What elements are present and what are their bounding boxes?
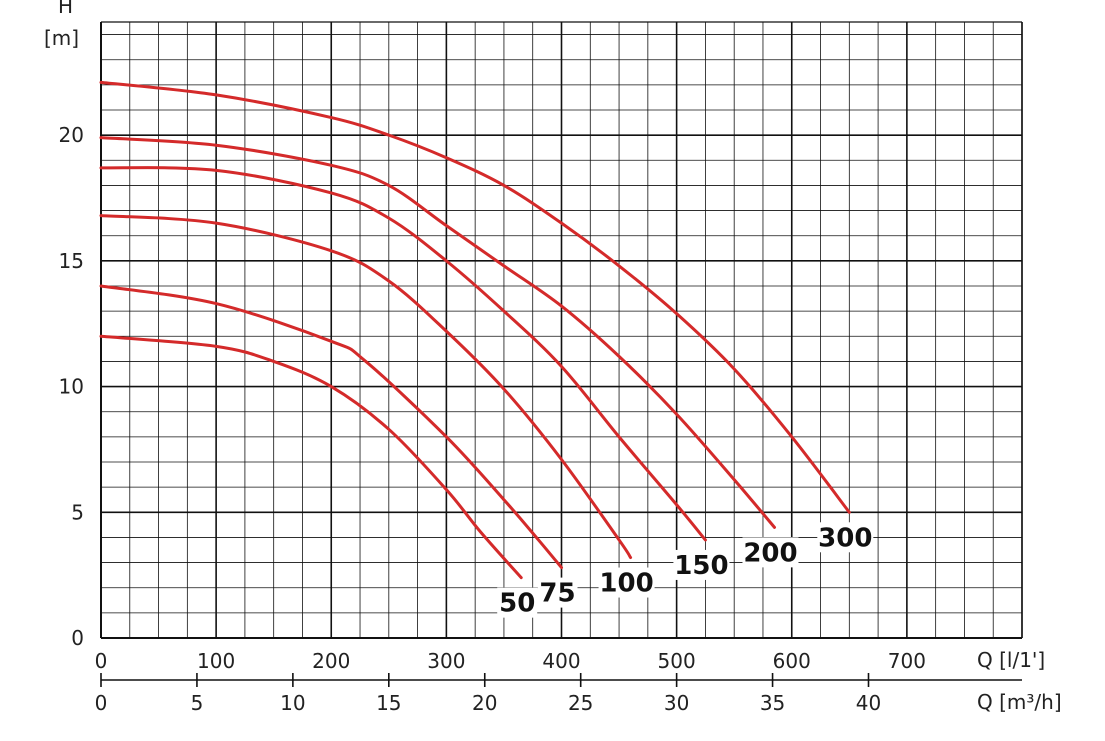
x-tick-label: 500 (658, 649, 696, 673)
curve-label-background (817, 522, 874, 553)
x-tick-label: 400 (542, 649, 580, 673)
secondary-x-tick-label: 15 (376, 691, 401, 715)
pump-curve-200 (99, 136, 776, 529)
pump-curves (99, 80, 851, 580)
curve-label-75: 75 (539, 579, 575, 609)
x-axis-label-secondary: Q [m³/h] (977, 690, 1062, 714)
secondary-x-tick-label: 20 (472, 691, 497, 715)
curve-label-200: 200 (743, 538, 797, 568)
pump-curve-75 (99, 284, 563, 570)
secondary-x-tick-label: 0 (95, 691, 108, 715)
x-tick-label: 700 (888, 649, 926, 673)
y-tick-label: 0 (71, 626, 84, 650)
y-axis-label-symbol: H (58, 0, 73, 18)
x-axis-label-primary: Q [l/1'] (977, 648, 1045, 672)
x-tick-label: 200 (312, 649, 350, 673)
secondary-x-tick-label: 30 (664, 691, 689, 715)
pump-curve-50 (99, 334, 523, 580)
pump-curve-300 (99, 80, 851, 514)
curve-labels: 50 75 100 150 200 300 (497, 522, 874, 619)
secondary-x-tick-label: 10 (280, 691, 305, 715)
pump-curve-150 (99, 166, 707, 542)
curve-label-background (537, 577, 578, 608)
x-tick-label: 600 (773, 649, 811, 673)
pump-curve-100 (99, 214, 633, 560)
curve-label-300: 300 (818, 523, 872, 553)
secondary-x-tick-label: 5 (191, 691, 204, 715)
secondary-x-tick-label: 35 (760, 691, 785, 715)
y-tick-label: 5 (71, 500, 84, 524)
secondary-x-tick-label: 25 (568, 691, 593, 715)
x-tick-label: 100 (197, 649, 235, 673)
curve-label-50: 50 (499, 589, 535, 619)
curve-label-background (497, 587, 538, 618)
curve-label-background (598, 567, 655, 598)
y-axis-label-unit: [m] (44, 26, 79, 50)
y-tick-label: 20 (59, 123, 84, 147)
curve-label-150: 150 (674, 551, 728, 581)
y-tick-label: 10 (59, 375, 84, 399)
curve-label-background (742, 537, 799, 568)
y-tick-label: 15 (59, 249, 84, 273)
secondary-x-tick-label: 40 (856, 691, 881, 715)
curve-label-background (673, 549, 730, 580)
x-tick-label: 300 (427, 649, 465, 673)
x-tick-label: 0 (95, 649, 108, 673)
curve-label-100: 100 (599, 569, 653, 599)
